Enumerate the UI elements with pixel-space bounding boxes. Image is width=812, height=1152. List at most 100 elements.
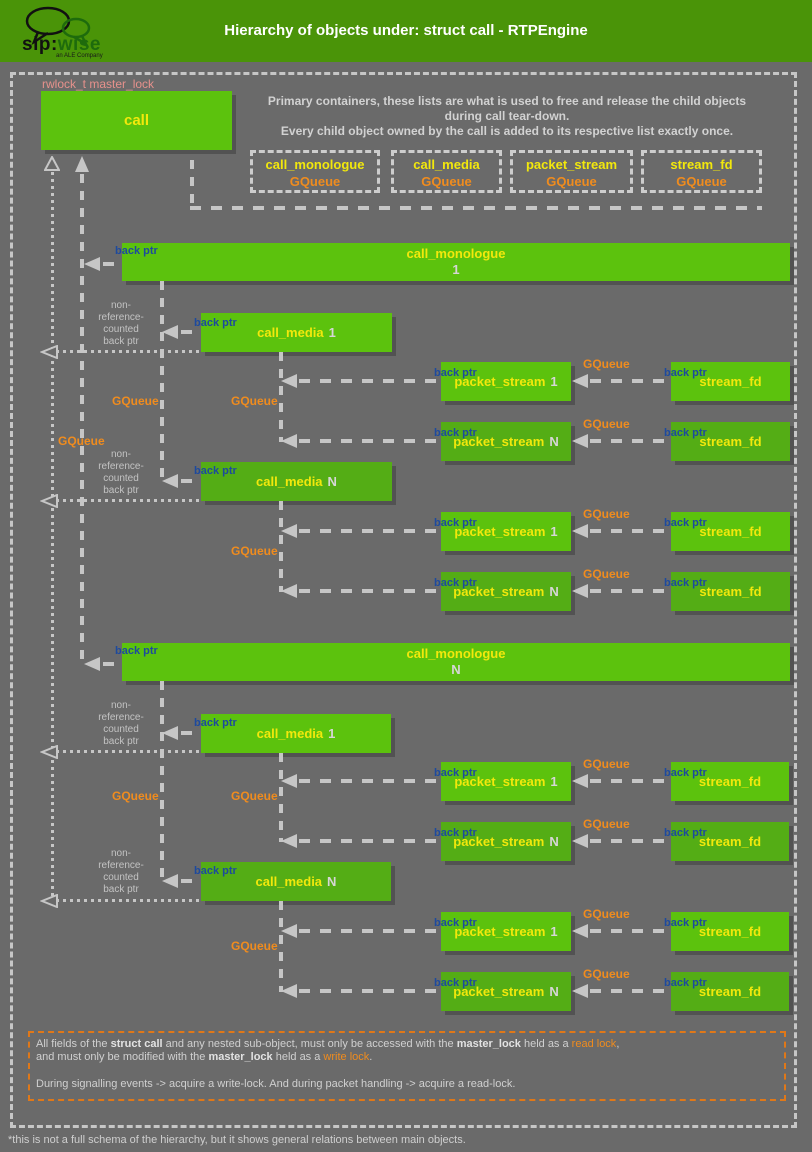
dashed-line	[181, 731, 201, 735]
node-stream-fd: stream_fd	[671, 512, 790, 551]
dashed-line	[590, 529, 671, 533]
logo-wise: wise	[57, 34, 101, 55]
gqueue-label: GQueue	[112, 394, 159, 408]
note-text: held as a	[520, 1038, 572, 1050]
left-arrow	[572, 434, 588, 448]
gqueue-label: GQueue	[583, 967, 630, 981]
note-text: held as a	[272, 1051, 324, 1063]
dashed-line	[590, 839, 671, 843]
back-ptr-label: back ptr	[664, 577, 707, 589]
node-num: 1	[550, 924, 558, 939]
node-title: stream_fd	[699, 434, 762, 449]
back-ptr-label: back ptr	[664, 827, 707, 839]
container-sub: GQueue	[421, 174, 472, 189]
dashed-line-stream-queue	[279, 501, 283, 592]
node-title: stream_fd	[699, 374, 762, 389]
node-call-monologue-N: call_monologue N	[122, 643, 790, 681]
left-arrow	[281, 924, 297, 938]
note-text: ,	[616, 1038, 620, 1050]
dashed-line	[590, 439, 671, 443]
gqueue-label: GQueue	[58, 434, 105, 448]
dashed-line	[181, 330, 201, 334]
dashed-line	[299, 529, 441, 533]
container-title: packet_stream	[525, 157, 618, 172]
node-num: N	[451, 662, 461, 677]
node-stream-fd: stream_fd	[671, 362, 790, 401]
note-text: and any nested sub-object, must only be …	[162, 1038, 457, 1050]
non-ref-label: non- reference- counted back ptr	[98, 700, 144, 747]
gqueue-label: GQueue	[583, 507, 630, 521]
back-ptr-label: back ptr	[434, 427, 477, 439]
node-stream-fd: stream_fd	[671, 572, 790, 611]
container-title: call_monologue	[265, 157, 365, 172]
left-arrow	[572, 374, 588, 388]
node-title: stream_fd	[698, 774, 762, 789]
node-title: packet_stream	[453, 584, 545, 599]
node-call-title: call	[123, 112, 150, 129]
node-title: stream_fd	[699, 584, 762, 599]
back-ptr-label: back ptr	[194, 865, 237, 877]
node-title: packet_stream	[453, 984, 545, 999]
left-arrow	[281, 774, 297, 788]
gqueue-label: GQueue	[583, 817, 630, 831]
node-title: stream_fd	[698, 924, 762, 939]
dashed-line	[590, 589, 671, 593]
gqueue-label: GQueue	[231, 394, 278, 408]
logo-sip: sip:	[22, 34, 58, 55]
non-ref-label: non- reference- counted back ptr	[98, 848, 144, 895]
dashed-line	[181, 479, 201, 483]
dotted-line	[56, 350, 201, 353]
dashed-line-media-queue	[160, 281, 164, 481]
container-call-monologue: call_monologue GQueue	[250, 150, 380, 193]
intro-text: Primary containers, these lists are what…	[237, 94, 777, 139]
container-packet-stream: packet_stream GQueue	[510, 150, 633, 193]
dashed-line	[299, 929, 441, 933]
dashed-line-stream-queue	[279, 901, 283, 992]
back-ptr-label: back ptr	[434, 517, 477, 529]
left-arrow	[281, 984, 297, 998]
node-stream-fd: stream_fd	[671, 762, 789, 801]
left-arrow	[281, 584, 297, 598]
back-ptr-label: back ptr	[115, 645, 158, 657]
dashed-line	[190, 160, 194, 210]
node-num: N	[327, 474, 337, 489]
dashed-line	[181, 879, 201, 883]
dashed-line	[299, 379, 441, 383]
container-title: call_media	[413, 157, 480, 172]
hollow-left-arrow	[40, 345, 58, 359]
dotted-line	[56, 750, 201, 753]
node-num: N	[549, 834, 559, 849]
node-packet-stream-N: packet_stream N	[441, 422, 571, 461]
left-arrow	[162, 325, 178, 339]
header-bar: sip:wise an ALE Company Hierarchy of obj…	[0, 0, 812, 62]
container-call-media: call_media GQueue	[391, 150, 502, 193]
node-stream-fd: stream_fd	[671, 822, 789, 861]
back-ptr-label: back ptr	[434, 977, 477, 989]
left-arrow	[281, 374, 297, 388]
back-ptr-label: back ptr	[664, 977, 707, 989]
node-stream-fd: stream_fd	[671, 912, 789, 951]
left-arrow	[84, 257, 100, 271]
back-ptr-label: back ptr	[434, 367, 477, 379]
note-bold: struct call	[110, 1038, 163, 1050]
node-title: stream_fd	[698, 834, 762, 849]
node-title: call_media	[256, 474, 323, 489]
lock-note-line-2: and must only be modified with the maste…	[36, 1051, 778, 1064]
dashed-line	[299, 779, 441, 783]
node-num: 1	[550, 374, 558, 389]
back-ptr-label: back ptr	[434, 827, 477, 839]
node-num: N	[327, 874, 337, 889]
left-arrow	[572, 924, 588, 938]
lock-note-box: All fields of the struct call and any ne…	[28, 1031, 786, 1101]
left-arrow	[162, 874, 178, 888]
back-ptr-label: back ptr	[664, 427, 707, 439]
container-stream-fd: stream_fd GQueue	[641, 150, 762, 193]
non-ref-label: non- reference- counted back ptr	[98, 449, 144, 496]
intro-line-1: Primary containers, these lists are what…	[267, 94, 747, 108]
left-arrow	[572, 834, 588, 848]
back-ptr-label: back ptr	[194, 465, 237, 477]
dashed-line-stream-queue	[279, 753, 283, 842]
page-title: Hierarchy of objects under: struct call …	[224, 22, 588, 39]
left-arrow	[572, 584, 588, 598]
